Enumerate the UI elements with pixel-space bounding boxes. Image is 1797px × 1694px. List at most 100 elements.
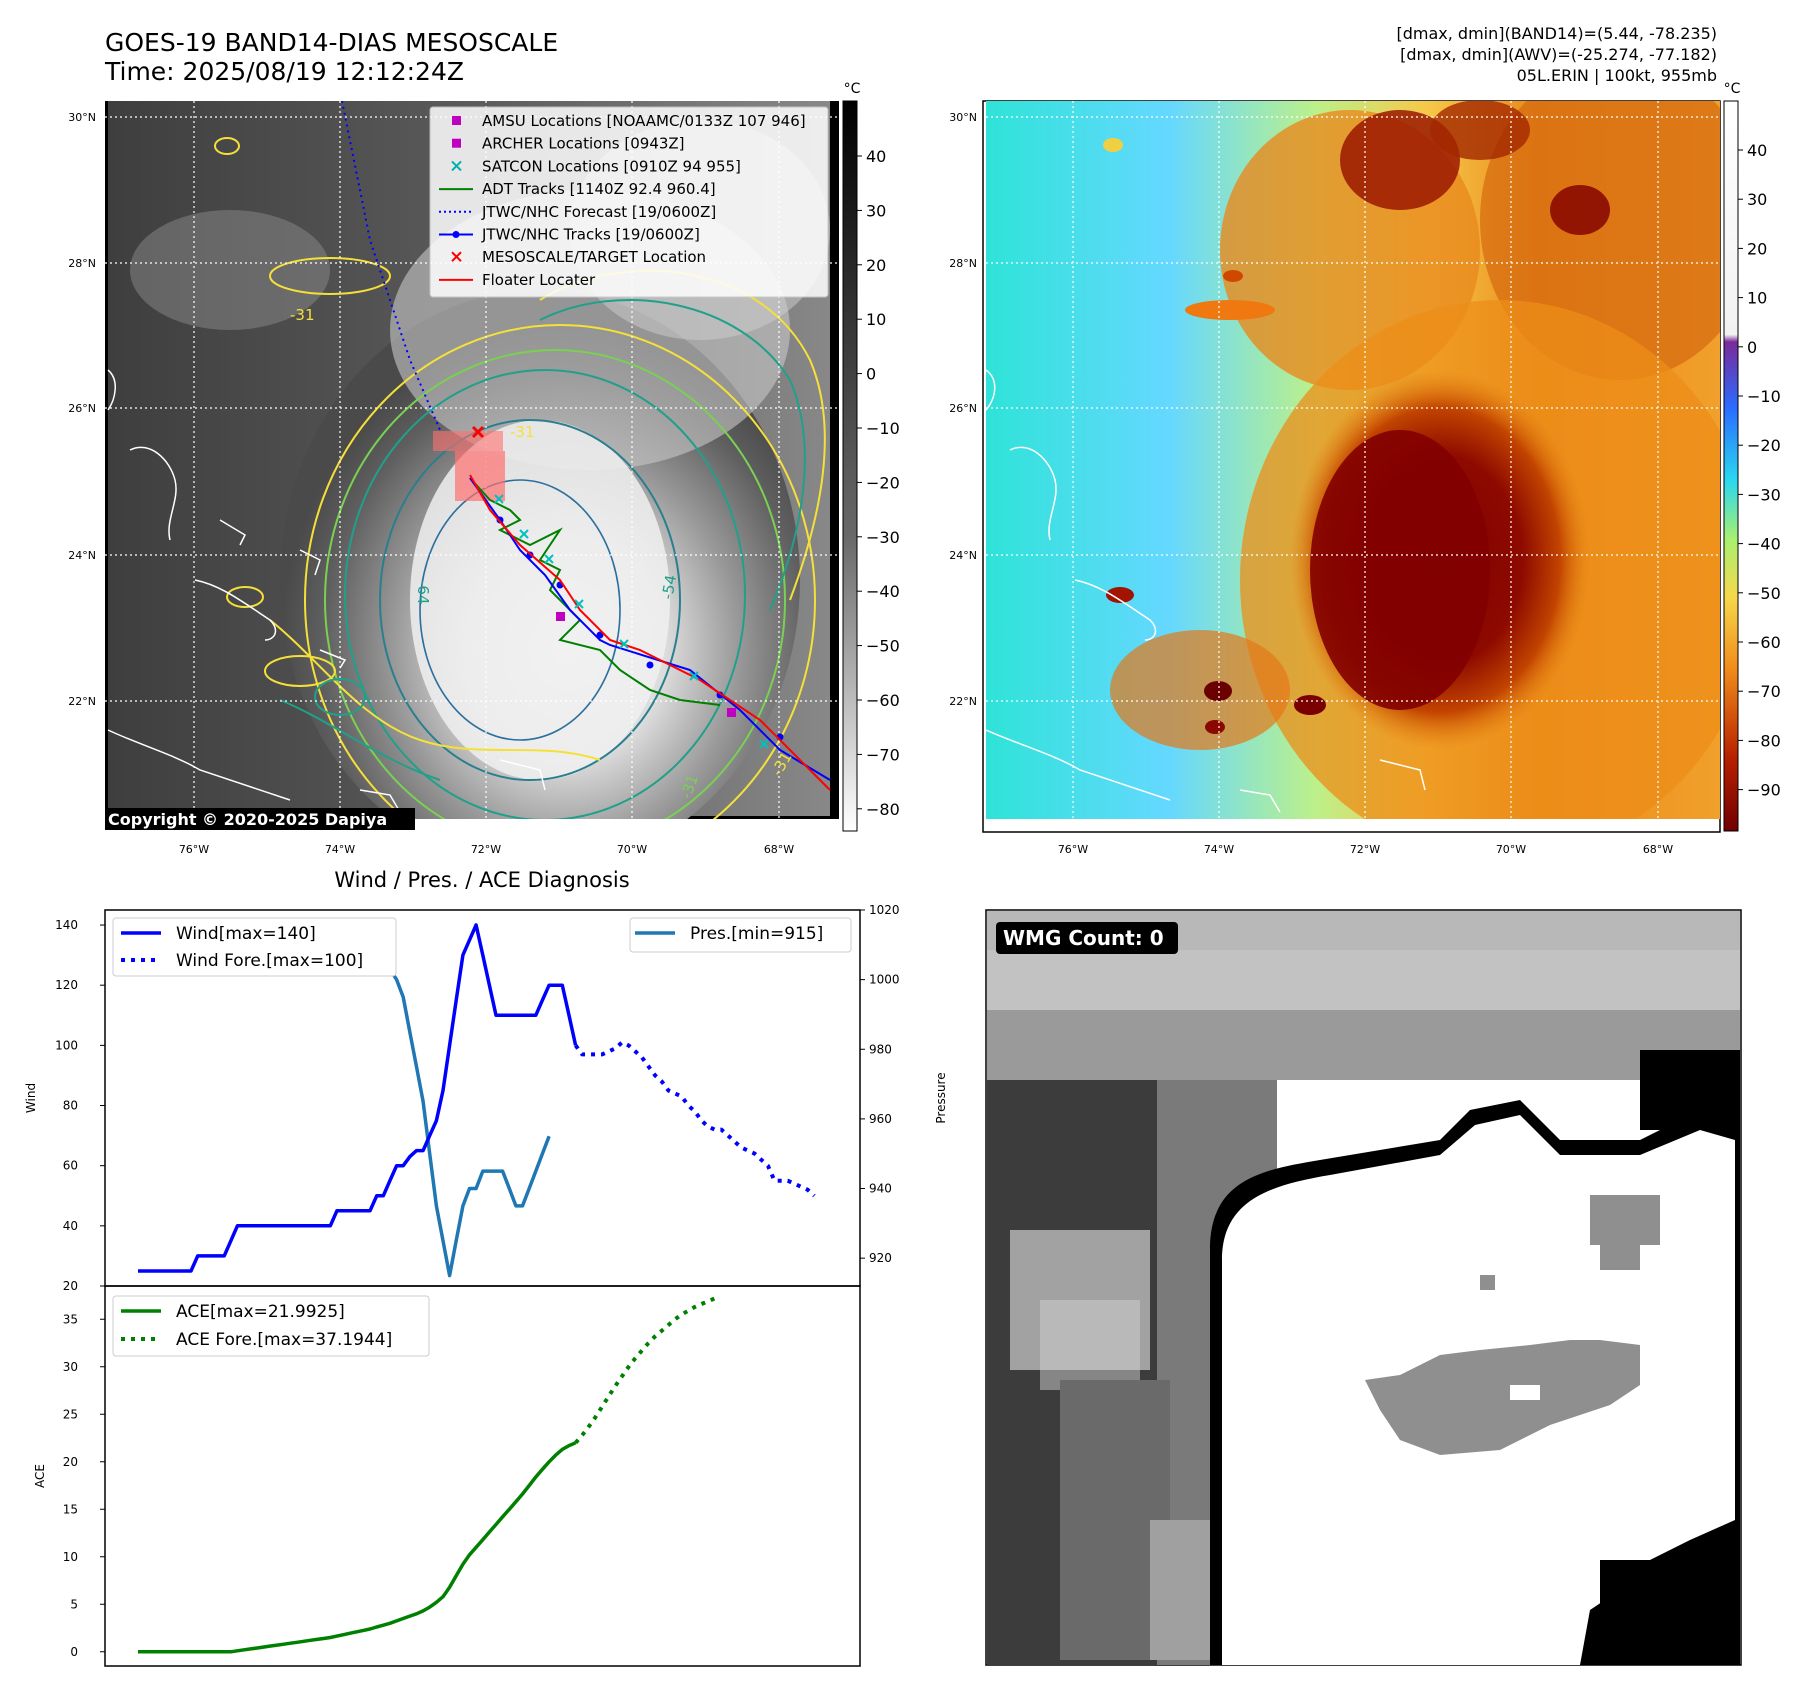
- lat-label: 28°N: [68, 257, 96, 270]
- diagnosis-title: Wind / Pres. / ACE Diagnosis: [334, 868, 629, 892]
- wind-tick-label: 140: [55, 918, 78, 932]
- colorbar-tick-label: 30: [866, 201, 886, 220]
- ace-tick-label: 0: [70, 1645, 78, 1659]
- contour-label-5: -54: [658, 573, 680, 600]
- colorbar-ir: [842, 100, 858, 832]
- lat-label: 28°N: [949, 257, 977, 270]
- contour-label-4: -64: [414, 580, 432, 605]
- lon-label: 70°W: [617, 843, 647, 856]
- figure-time: Time: 2025/08/19 12:12:24Z: [104, 57, 464, 86]
- lat-label: 24°N: [949, 549, 977, 562]
- wind-legend-label: Wind[max=140]: [176, 924, 316, 944]
- colorbar-tick-label: −70: [1747, 682, 1781, 701]
- ace-forecast-series: [574, 1296, 716, 1445]
- legend-label: MESOSCALE/TARGET Location: [482, 248, 706, 266]
- target-box: [433, 431, 503, 451]
- ace-tick-label: 30: [63, 1360, 78, 1374]
- wmg-panel: WMG Count: 0: [985, 909, 1742, 1666]
- colorbar-awv-unit: °C: [1724, 81, 1741, 97]
- wind-series: [138, 923, 578, 1273]
- pressure-legend-label: Pres.[min=915]: [690, 924, 823, 944]
- colorbar-awv: [1723, 100, 1739, 832]
- pressure-axis-label: Pressure: [934, 1072, 948, 1123]
- ace-series: [138, 1441, 577, 1654]
- lat-label: 22°N: [949, 695, 977, 708]
- colorbar-tick-label: −40: [866, 582, 900, 601]
- wind-tick-label: 80: [63, 1099, 78, 1113]
- ace-tick-label: 35: [63, 1312, 78, 1326]
- legend-item: AMSU Locations [NOAAMC/0133Z 107 946]: [452, 112, 806, 130]
- wmg-count: WMG Count: 0: [1003, 926, 1164, 950]
- info-storm: 05L.ERIN | 100kt, 955mb: [1517, 66, 1717, 85]
- colorbar-tick-label: −20: [866, 473, 900, 492]
- colorbar-tick-label: 40: [1747, 141, 1767, 160]
- wind-forecast-series: [573, 1040, 816, 1198]
- wmg-count-bg: [996, 922, 1178, 954]
- legend-item: JTWC/NHC Forecast [19/0600Z]: [439, 203, 716, 221]
- copyright-bg: [105, 808, 415, 830]
- lat-label: 26°N: [949, 402, 977, 415]
- lon-label: 76°W: [1058, 843, 1088, 856]
- colorbar-tick-label: −80: [1747, 731, 1781, 750]
- lat-label: 30°N: [68, 111, 96, 124]
- legend-item: ARCHER Locations [0943Z]: [452, 135, 685, 153]
- awv-imagery: [986, 101, 1720, 819]
- wind-tick-label: 120: [55, 978, 78, 992]
- ace-legend: ACE[max=21.9925] ACE Fore.[max=37.1944]: [112, 1295, 430, 1357]
- lon-label: 74°W: [325, 843, 355, 856]
- lat-label: 24°N: [68, 549, 96, 562]
- pressure-tick-label: 1000: [869, 973, 900, 987]
- lon-label: 68°W: [1643, 843, 1673, 856]
- colorbar-tick-label: −10: [866, 419, 900, 438]
- wind-forecast-legend-label: Wind Fore.[max=100]: [176, 951, 363, 971]
- forecast-track: [341, 101, 441, 431]
- legend-item: ADT Tracks [1140Z 92.4 960.4]: [439, 180, 716, 198]
- legend-item: SATCON Locations [0910Z 94 955]: [451, 157, 741, 175]
- legend-label: JTWC/NHC Forecast [19/0600Z]: [481, 203, 716, 221]
- colorbar-tick-label: −50: [866, 637, 900, 656]
- legend-item: Floater Locater: [439, 271, 596, 289]
- lon-label: 70°W: [1496, 843, 1526, 856]
- wmg-imagery: [987, 911, 1740, 1665]
- floater-track: [469, 474, 831, 791]
- ir-map-panel: -31 -31 -31 -31 -64 -54 AMSU Locations […: [105, 81, 900, 832]
- colorbar-tick-label: 0: [1747, 338, 1757, 357]
- pressure-tick-label: 1020: [869, 903, 900, 917]
- legend-label: SATCON Locations [0910Z 94 955]: [482, 157, 741, 175]
- colorbar-tick-label: −60: [1747, 633, 1781, 652]
- legend-label: ADT Tracks [1140Z 92.4 960.4]: [482, 180, 716, 198]
- lon-label: 74°W: [1204, 843, 1234, 856]
- pressure-legend: Pres.[min=915]: [629, 917, 852, 953]
- legend-marker-x: [451, 160, 462, 172]
- legend-item: JTWC/NHC Tracks [19/0600Z]: [439, 226, 700, 244]
- lon-label: 72°W: [1350, 843, 1380, 856]
- contour-label-1: -31: [290, 306, 315, 324]
- copyright: Copyright © 2020-2025 Dapiya: [108, 810, 387, 829]
- ace-forecast-legend-label: ACE Fore.[max=37.1944]: [176, 1330, 392, 1350]
- nhc-track: [469, 477, 831, 781]
- colorbar-tick-label: 0: [866, 365, 876, 384]
- ace-tick-label: 20: [63, 1455, 78, 1469]
- lon-label: 72°W: [471, 843, 501, 856]
- ace-tick-label: 15: [63, 1502, 78, 1516]
- awv-map-panel: °C 40 30 20 10 0 −10 −20 −30 −40 −50 −60 −70 −80 −90: [982, 81, 1781, 833]
- colorbar-tick-label: 40: [866, 147, 886, 166]
- legend-marker-x: [451, 251, 462, 262]
- map-legend: AMSU Locations [NOAAMC/0133Z 107 946] ARC…: [429, 106, 829, 298]
- pressure-tick-label: 980: [869, 1042, 892, 1056]
- legend-label: Floater Locater: [482, 271, 596, 289]
- colorbar-tick-label: −80: [866, 800, 900, 819]
- wind-legend: Wind[max=140] Wind Fore.[max=100]: [112, 917, 397, 977]
- colorbar-tick-label: 10: [866, 310, 886, 329]
- legend-label: AMSU Locations [NOAAMC/0133Z 107 946]: [482, 112, 806, 130]
- legend-label: JTWC/NHC Tracks [19/0600Z]: [481, 226, 700, 244]
- colorbar-tick-label: −90: [1747, 781, 1781, 800]
- ace-legend-label: ACE[max=21.9925]: [176, 1302, 345, 1322]
- legend-marker-square: [452, 116, 461, 125]
- contour-label-2: -31: [510, 423, 535, 441]
- colorbar-tick-label: 10: [1747, 289, 1767, 308]
- legend-label: ARCHER Locations [0943Z]: [482, 135, 685, 153]
- diagnosis-panel: Wind / Pres. / ACE Diagnosis Wind Pressu…: [24, 868, 948, 1667]
- colorbar-tick-label: 20: [866, 256, 886, 275]
- lat-label: 22°N: [68, 695, 96, 708]
